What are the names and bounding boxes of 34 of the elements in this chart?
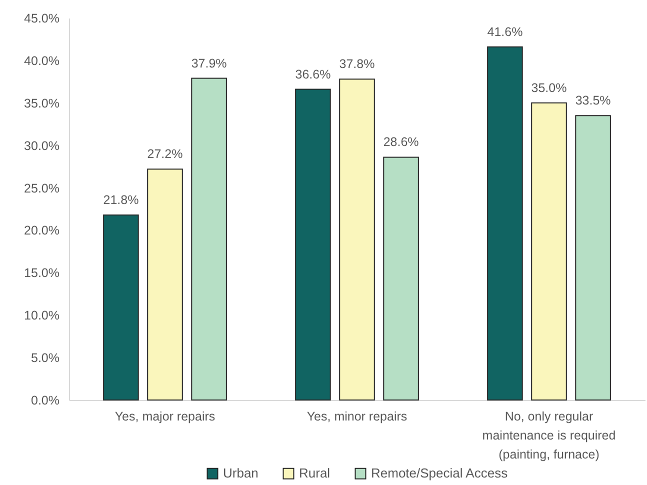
data-label: 41.6% (487, 24, 523, 39)
bar (147, 168, 183, 400)
y-tick-label: 15.0% (24, 266, 60, 280)
y-tick-label: 40.0% (24, 54, 60, 68)
x-tick-label: Yes, minor repairs (306, 410, 408, 424)
bar (575, 115, 611, 400)
y-tick-label: 35.0% (24, 96, 60, 110)
legend-label: Remote/Special Access (371, 466, 508, 481)
data-label: 27.2% (147, 147, 183, 162)
data-label: 36.6% (295, 67, 331, 82)
y-tick-label: 0.0% (31, 394, 60, 408)
data-label: 37.8% (339, 57, 375, 72)
y-tick-label: 5.0% (31, 351, 60, 366)
y-tick-label: 10.0% (24, 308, 60, 323)
data-label: 37.9% (191, 56, 227, 70)
bar (191, 78, 227, 400)
bar (487, 46, 523, 400)
legend-label: Urban (223, 466, 258, 481)
y-tick-label: 20.0% (24, 224, 60, 238)
bar (383, 156, 419, 400)
data-label: 21.8% (103, 192, 139, 207)
y-tick-label: 45.0% (24, 12, 60, 26)
bar (531, 102, 567, 400)
data-label: 33.5% (575, 94, 611, 108)
bar (295, 88, 331, 400)
x-tick-label: No, only regular maintenance is required (painting, furnace) (482, 410, 616, 462)
bar (339, 78, 375, 400)
data-label: 28.6% (383, 135, 419, 150)
x-tick-label: Yes, major repairs (114, 410, 216, 424)
y-tick-label: 25.0% (24, 181, 60, 196)
y-tick-label: 30.0% (24, 138, 60, 153)
data-label: 35.0% (531, 80, 567, 95)
legend-label: Rural (299, 466, 330, 481)
bar (103, 214, 139, 400)
